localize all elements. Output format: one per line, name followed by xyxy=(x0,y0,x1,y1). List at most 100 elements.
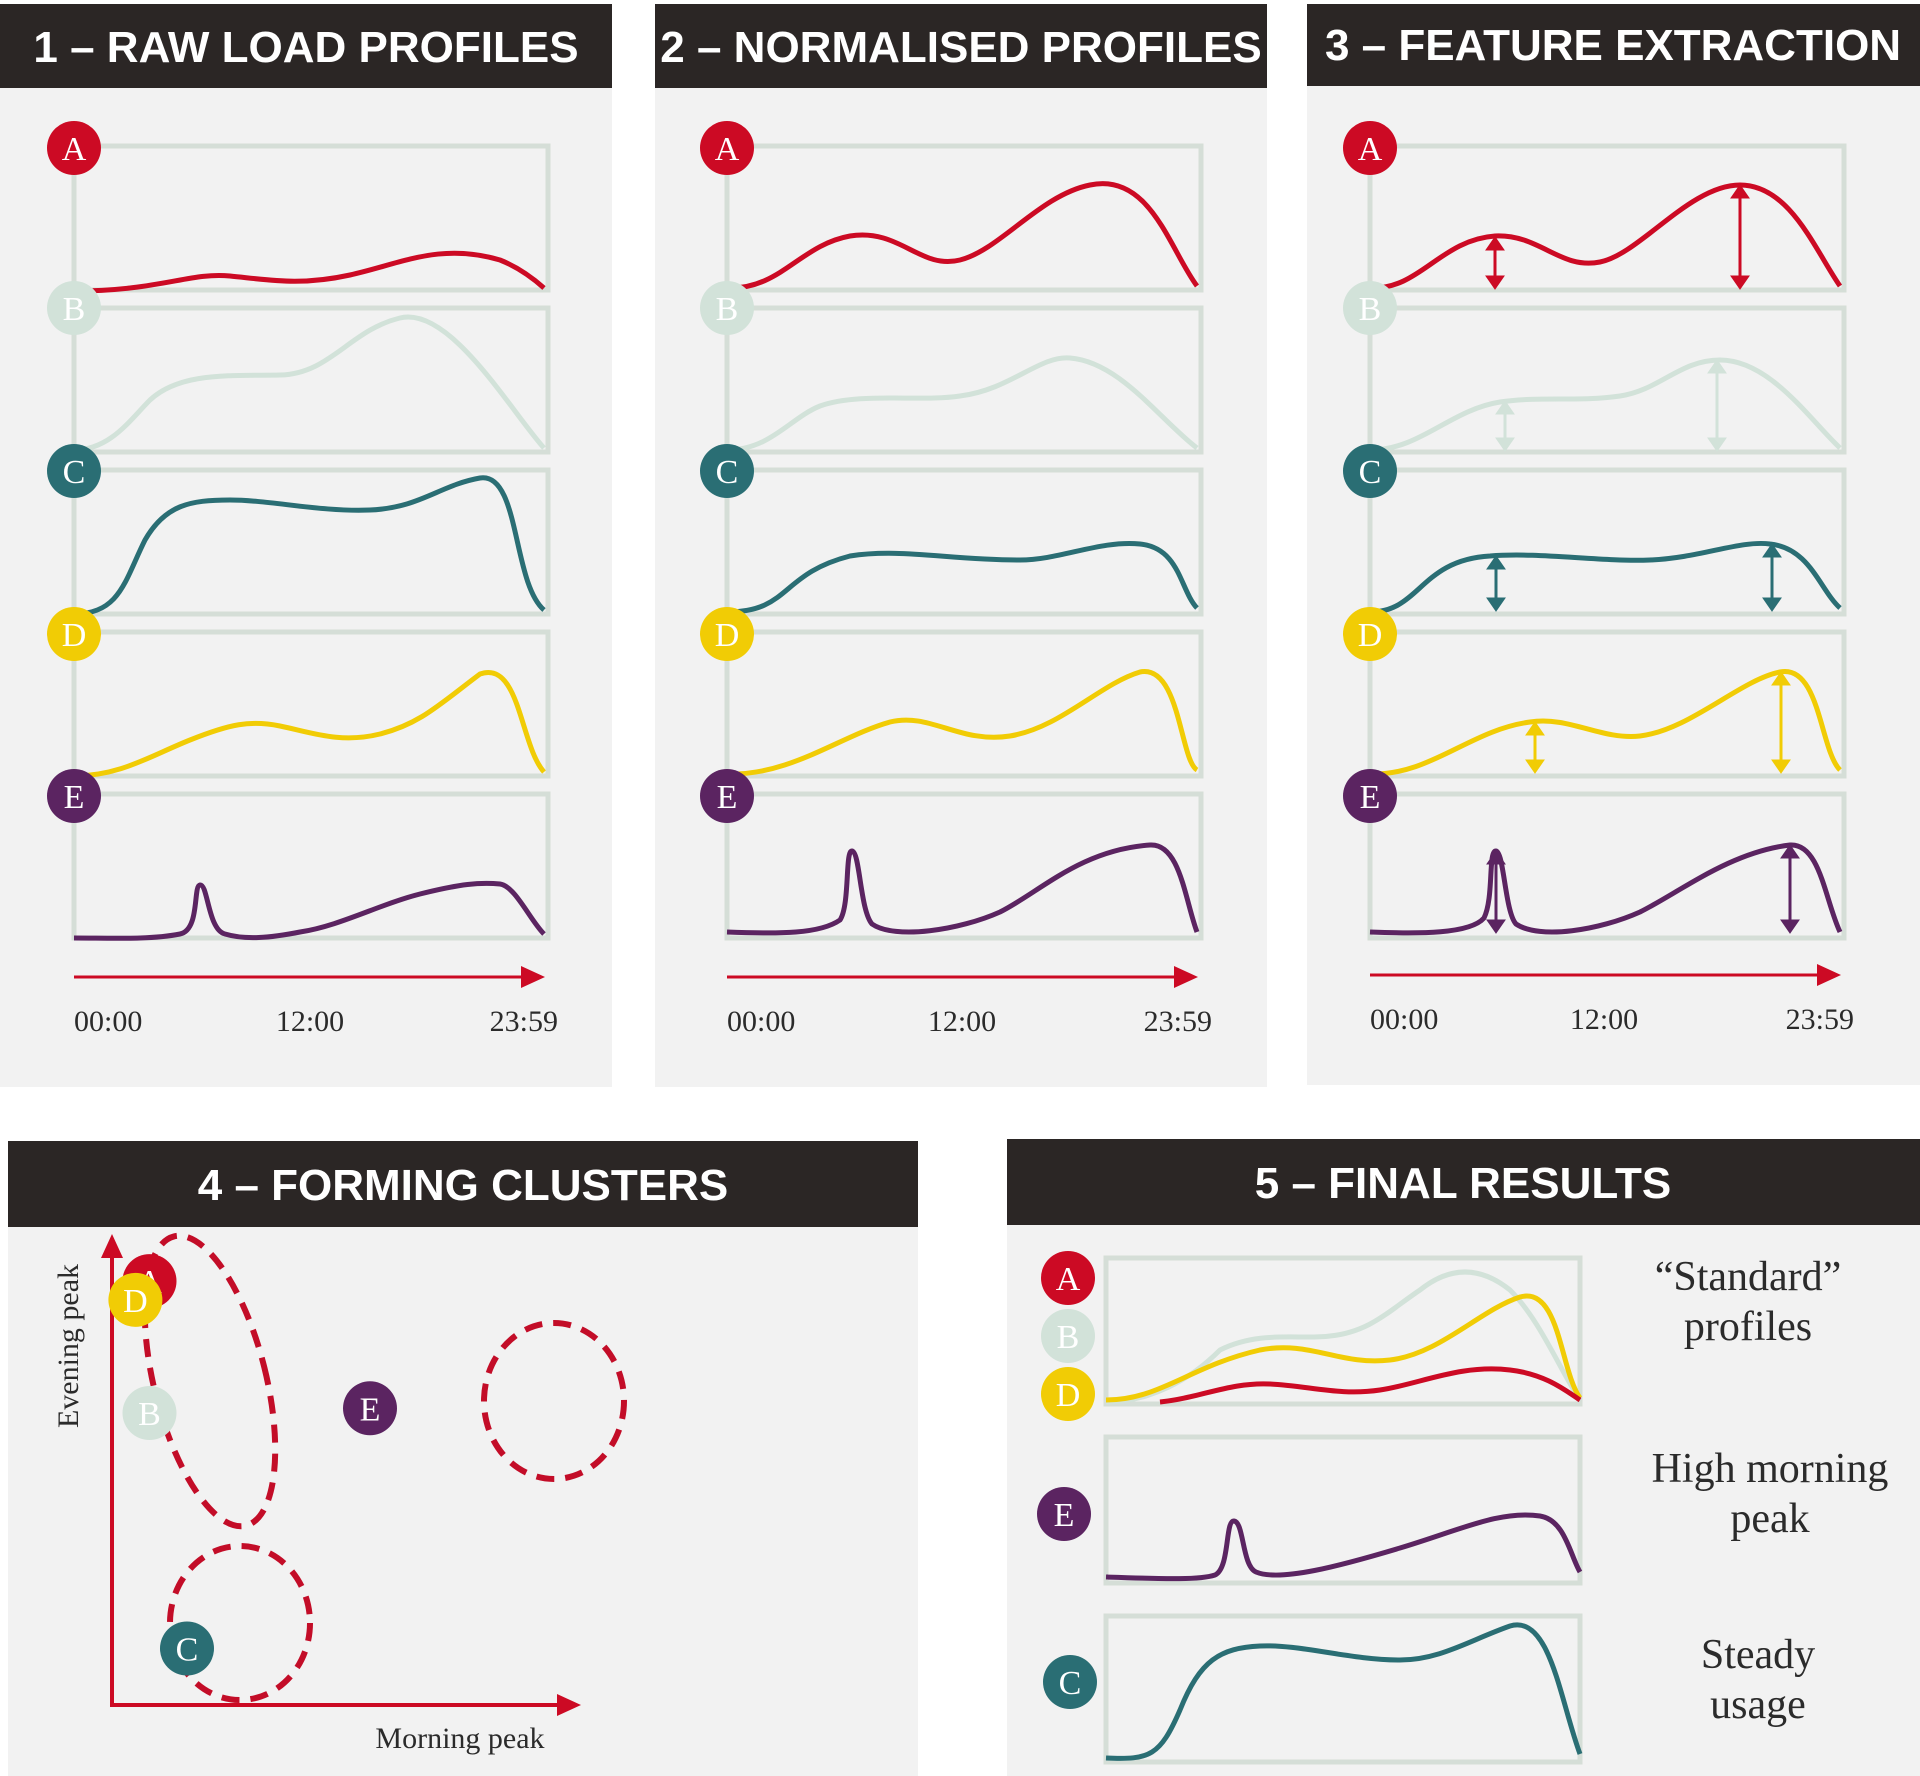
panel-3-profiles xyxy=(1367,143,1847,941)
badge-a-label: A xyxy=(62,131,87,168)
badge-c xyxy=(1343,444,1397,498)
chart-frame xyxy=(71,143,551,293)
panel-2-badges: A B C D E xyxy=(700,121,754,823)
panel-2-background xyxy=(655,88,1267,1087)
panel-4-plot: Morning peak Evening peak ADBEC xyxy=(52,1232,627,1755)
badge-b-label: B xyxy=(1359,291,1382,328)
panel-2-title: 2 – NORMALISED PROFILES xyxy=(660,23,1261,72)
panel-3-badges: A B C D E xyxy=(1343,121,1397,823)
badge-d-label: D xyxy=(62,617,87,654)
cluster-point-c-label: C xyxy=(176,1632,199,1669)
profile-d-curve xyxy=(73,669,546,779)
chart-frame xyxy=(1367,629,1847,779)
cluster-point-e-label: E xyxy=(360,1391,381,1428)
badge-a-label: A xyxy=(1056,1261,1081,1298)
badge-e xyxy=(700,769,754,823)
time-arrow-head xyxy=(521,966,545,988)
feature-arrow-c-evening xyxy=(1762,543,1782,612)
badge-e-label: E xyxy=(1054,1497,1075,1534)
profile-a-curve xyxy=(726,181,1200,291)
result-d-curve xyxy=(1105,1293,1583,1403)
badge-c-label: C xyxy=(1059,1665,1082,1702)
badge-d xyxy=(1041,1367,1095,1421)
feature-arrow-e-evening xyxy=(1780,844,1800,934)
time-arrow-head xyxy=(1817,964,1841,986)
badge-a xyxy=(700,121,754,175)
badge-b xyxy=(47,281,101,335)
badge-b-label: B xyxy=(716,291,739,328)
feature-arrow-d-evening xyxy=(1771,671,1791,774)
feature-arrow-a-morning xyxy=(1485,236,1505,290)
chart-frame xyxy=(1103,1434,1583,1586)
panel-2-header: 2 – NORMALISED PROFILES xyxy=(655,4,1267,88)
chart-frame xyxy=(71,305,551,455)
feature-arrow-d-morning xyxy=(1525,721,1545,774)
feature-arrow-e-morning xyxy=(1486,850,1506,934)
time-arrow-head xyxy=(1174,966,1198,988)
profile-b-curve xyxy=(1369,357,1842,453)
badge-b-label: B xyxy=(63,291,86,328)
feature-arrow-c-morning xyxy=(1486,555,1506,612)
badge-e xyxy=(1343,769,1397,823)
panel-4-header: 4 – FORMING CLUSTERS xyxy=(8,1141,918,1227)
time-label-start: 00:00 xyxy=(1370,1003,1438,1036)
panel-5-header: 5 – FINAL RESULTS xyxy=(1007,1139,1920,1225)
result-morning-line-2: peak xyxy=(1730,1496,1809,1542)
cluster-point-d xyxy=(108,1272,163,1327)
panel-1-badges: A B C D E xyxy=(47,121,101,823)
badge-d xyxy=(47,607,101,661)
panel-2-time-axis: 00:00 12:00 23:59 xyxy=(727,966,1212,1038)
result-steady-line-1: Steady xyxy=(1701,1632,1815,1678)
badge-d-label: D xyxy=(1056,1377,1081,1414)
cluster-point-b-label: B xyxy=(138,1396,161,1433)
profile-d-curve xyxy=(1369,669,1842,777)
badge-d-label: D xyxy=(715,617,740,654)
badge-c xyxy=(47,444,101,498)
panel-4-title: 4 – FORMING CLUSTERS xyxy=(198,1161,729,1210)
badge-c-label: C xyxy=(1359,454,1382,491)
chart-frame xyxy=(724,143,1204,293)
panel-3-header: 3 – FEATURE EXTRACTION xyxy=(1307,4,1920,86)
result-e-curve xyxy=(1105,1512,1583,1582)
cluster-point-e xyxy=(343,1381,397,1436)
chart-frame xyxy=(1103,1613,1583,1765)
result-b-curve xyxy=(1105,1269,1583,1405)
profile-d-curve xyxy=(726,669,1199,777)
time-label-start: 00:00 xyxy=(74,1005,142,1038)
profile-a-curve xyxy=(73,250,546,294)
profile-b-curve xyxy=(73,314,546,453)
profile-e-curve xyxy=(726,842,1200,936)
chart-frame xyxy=(724,305,1204,455)
chart-frame xyxy=(71,629,551,779)
result-morning-line-1: High morning xyxy=(1652,1446,1889,1492)
result-a-curve xyxy=(1159,1366,1582,1405)
time-label-end: 23:59 xyxy=(490,1005,558,1038)
badge-a xyxy=(47,121,101,175)
panel-1-time-axis: 00:00 12:00 23:59 xyxy=(74,966,558,1038)
time-label-end: 23:59 xyxy=(1786,1003,1854,1036)
feature-arrow-b-morning xyxy=(1495,400,1515,452)
panel-3-title: 3 – FEATURE EXTRACTION xyxy=(1325,21,1901,70)
panel-1-background xyxy=(0,88,612,1087)
result-steady-line-2: usage xyxy=(1710,1682,1806,1728)
cluster-steady-ellipse xyxy=(167,1543,313,1703)
badge-c xyxy=(1043,1655,1097,1709)
x-axis-label: Morning peak xyxy=(375,1722,544,1755)
badge-a-label: A xyxy=(1358,131,1383,168)
badge-d-label: D xyxy=(1358,617,1383,654)
badge-b xyxy=(700,281,754,335)
badge-c xyxy=(700,444,754,498)
y-axis-arrow xyxy=(101,1234,123,1258)
cluster-point-b xyxy=(122,1386,177,1440)
y-axis-label: Evening peak xyxy=(52,1264,85,1428)
panel-1-title: 1 – RAW LOAD PROFILES xyxy=(33,23,578,72)
profile-a-curve xyxy=(1369,182,1843,291)
feature-arrow-b-evening xyxy=(1707,359,1727,452)
result-standard-line-1: “Standard” xyxy=(1655,1254,1842,1300)
panel-5-title: 5 – FINAL RESULTS xyxy=(1255,1159,1671,1208)
badge-b xyxy=(1343,281,1397,335)
chart-frame xyxy=(1367,467,1847,617)
chart-frame xyxy=(1367,791,1847,941)
time-label-mid: 12:00 xyxy=(928,1005,996,1038)
chart-frame xyxy=(71,791,551,941)
